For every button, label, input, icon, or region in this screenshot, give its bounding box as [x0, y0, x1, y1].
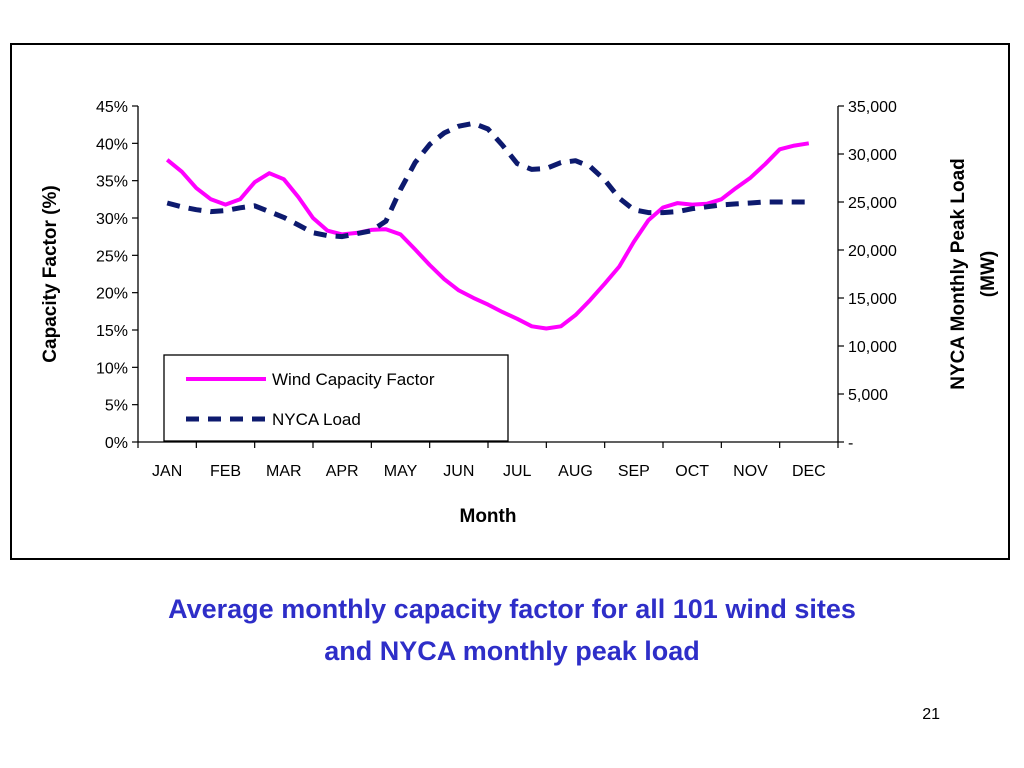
right-tick-label: 25,000 [848, 195, 897, 212]
x-tick-label: APR [326, 463, 359, 480]
right-tick-label: 20,000 [848, 243, 897, 260]
legend-label: NYCA Load [272, 410, 361, 429]
left-tick-label: 45% [96, 99, 128, 116]
x-tick-label: SEP [618, 463, 650, 480]
x-tick-label: OCT [675, 463, 709, 480]
caption-line-2: and NYCA monthly peak load [324, 636, 700, 666]
nyca-load-series-line [166, 120, 809, 240]
left-tick-label: 0% [105, 435, 128, 452]
x-tick-label: AUG [558, 463, 593, 480]
x-tick-label: MAR [266, 463, 302, 480]
right-tick-label: 15,000 [848, 291, 897, 308]
wind-capacity-factor-series-line [165, 141, 810, 331]
x-tick-label: JAN [152, 463, 182, 480]
left-tick-label: 25% [96, 248, 128, 265]
x-tick-label: DEC [792, 463, 826, 480]
x-tick-label: JUN [443, 463, 474, 480]
left-tick-label: 15% [96, 323, 128, 340]
x-tick-label: NOV [733, 463, 768, 480]
right-tick-label: 5,000 [848, 387, 888, 404]
left-tick-label: 10% [96, 360, 128, 377]
right-tick-label: - [848, 435, 853, 452]
left-axis-title: Capacity Factor (%) [40, 185, 61, 362]
page-number: 21 [922, 706, 940, 723]
right-axis-title-line-2: (MW) [978, 251, 999, 297]
x-tick-label: FEB [210, 463, 241, 480]
left-tick-label: 5% [105, 398, 128, 415]
right-axis-title-line-1: NYCA Monthly Peak Load [948, 158, 969, 390]
left-tick-label: 40% [96, 136, 128, 153]
right-tick-label: 35,000 [848, 99, 897, 116]
left-tick-label: 35% [96, 174, 128, 191]
dual-axis-line-chart: 0% 5% 10% 15% 20% 25% 30% 35% 40% 45% - 5,000 10,000… [40, 99, 999, 527]
right-tick-label: 30,000 [848, 147, 897, 164]
x-tick-label: MAY [384, 463, 418, 480]
legend-label: Wind Capacity Factor [272, 370, 435, 389]
left-tick-label: 30% [96, 211, 128, 228]
caption-line-1: Average monthly capacity factor for all … [168, 594, 856, 624]
right-tick-label: 10,000 [848, 339, 897, 356]
legend-box [163, 354, 509, 442]
left-tick-label: 20% [96, 286, 128, 303]
slide-caption: Average monthly capacity factor for all … [0, 588, 1024, 672]
x-axis-title: Month [460, 506, 517, 527]
chart-frame: 0% 5% 10% 15% 20% 25% 30% 35% 40% 45% - 5,000 10,000… [10, 43, 1010, 560]
x-tick-label: JUL [503, 463, 532, 480]
